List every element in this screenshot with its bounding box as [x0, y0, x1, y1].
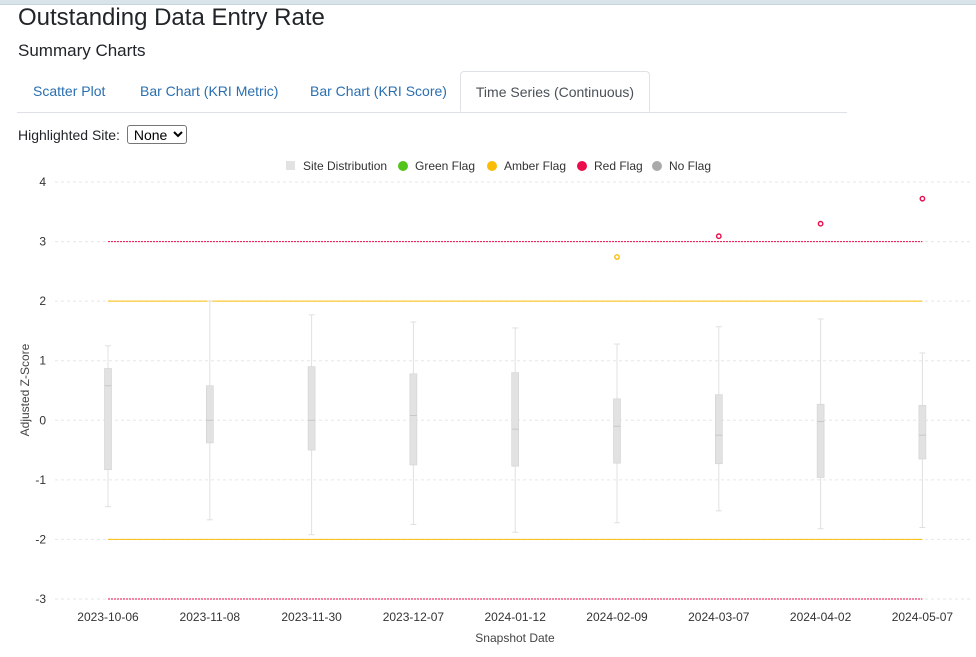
chart-tabs: Scatter Plot Bar Chart (KRI Metric) Bar …	[17, 71, 847, 113]
flagged-points	[614, 195, 926, 260]
legend-label-green-flag: Green Flag	[415, 159, 475, 173]
y-tick-label: 0	[39, 413, 46, 427]
legend-swatch-green-flag	[398, 161, 408, 171]
box-iqr	[307, 366, 316, 451]
legend-swatch-no-flag	[652, 161, 662, 171]
x-axis-ticks: 2023-10-06 2023-11-08 2023-11-30 2023-12-07…	[77, 610, 953, 624]
x-tick-label: 2023-11-08	[180, 610, 241, 624]
y-tick-label: 4	[39, 175, 46, 189]
data-point-red	[715, 233, 722, 240]
y-tick-label: 3	[39, 235, 46, 249]
site-distribution-boxes	[104, 300, 927, 536]
tab-bar-chart-kri-score[interactable]: Bar Chart (KRI Score)	[310, 83, 447, 99]
box-iqr	[918, 405, 927, 460]
y-axis-label: Adjusted Z-Score	[18, 343, 32, 436]
page-title: Outstanding Data Entry Rate	[18, 4, 325, 31]
y-axis-ticks: -3 -2 -1 0 1 2 3 4	[35, 175, 46, 606]
legend-label-amber-flag: Amber Flag	[504, 159, 566, 173]
x-tick-label: 2023-12-07	[383, 610, 445, 624]
box-iqr	[206, 385, 214, 444]
data-point-red	[919, 195, 926, 202]
legend-label-no-flag: No Flag	[669, 159, 711, 173]
x-tick-label: 2024-01-12	[485, 610, 547, 624]
x-tick-label: 2023-10-06	[77, 610, 139, 624]
time-series-chart: Site Distribution Green Flag Amber Flag Red…	[18, 159, 972, 645]
section-subtitle: Summary Charts	[18, 41, 146, 60]
legend-label-site-distribution: Site Distribution	[303, 159, 387, 173]
tab-bar-chart-kri-metric[interactable]: Bar Chart (KRI Metric)	[140, 83, 279, 99]
y-tick-label: -2	[35, 532, 46, 546]
box-iqr	[816, 403, 825, 478]
x-axis-label: Snapshot Date	[475, 631, 555, 645]
legend-swatch-site-distribution	[286, 161, 295, 170]
y-tick-label: -1	[35, 473, 46, 487]
threshold-lines	[108, 241, 923, 600]
legend-label-red-flag: Red Flag	[594, 159, 643, 173]
legend-swatch-red-flag	[577, 161, 587, 171]
y-tick-label: -3	[35, 592, 46, 606]
legend-swatch-amber-flag	[487, 161, 497, 171]
site-filter: Highlighted Site: None	[18, 125, 187, 145]
x-tick-label: 2024-03-07	[688, 610, 750, 624]
y-tick-label: 2	[39, 294, 46, 308]
x-tick-label: 2024-04-02	[790, 610, 852, 624]
box-iqr	[409, 373, 418, 466]
y-tick-label: 1	[39, 354, 46, 368]
top-bar	[0, 0, 976, 5]
chart-legend: Site Distribution Green Flag Amber Flag Red…	[286, 159, 711, 173]
box-iqr	[104, 368, 112, 471]
data-point-amber	[614, 254, 620, 260]
tab-time-series-continuous[interactable]: Time Series (Continuous)	[460, 71, 650, 112]
x-tick-label: 2024-02-09	[586, 610, 648, 624]
box-iqr	[613, 398, 621, 464]
box-iqr	[714, 394, 723, 465]
highlighted-site-select[interactable]: None	[126, 125, 187, 144]
box-iqr	[511, 372, 520, 467]
site-filter-label: Highlighted Site:	[18, 127, 120, 143]
x-tick-label: 2024-05-07	[892, 610, 954, 624]
data-point-red	[817, 220, 824, 227]
tab-scatter-plot[interactable]: Scatter Plot	[33, 83, 106, 99]
x-tick-label: 2023-11-30	[281, 610, 342, 624]
